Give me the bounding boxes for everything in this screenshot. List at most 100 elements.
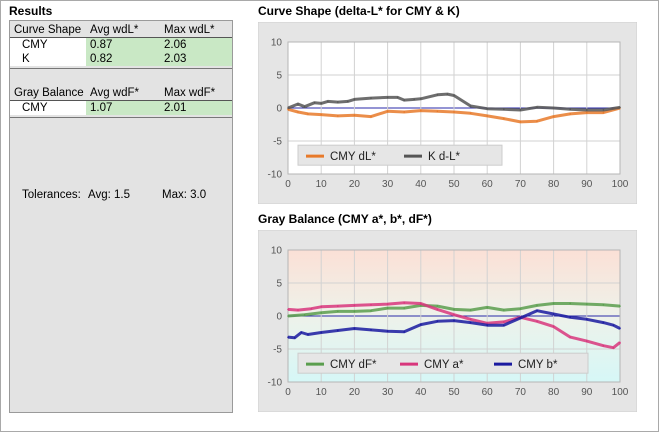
data-point bbox=[353, 310, 356, 313]
y-tick-label: 0 bbox=[276, 104, 282, 115]
header-curve-shape: Curve Shape bbox=[10, 23, 86, 38]
data-point bbox=[503, 108, 505, 111]
data-point bbox=[403, 331, 405, 333]
data-point bbox=[519, 317, 522, 319]
x-tick-label: 50 bbox=[448, 179, 460, 190]
legend-label: CMY dF* bbox=[330, 359, 377, 371]
data-point bbox=[503, 321, 505, 323]
data-point bbox=[619, 106, 621, 109]
data-point bbox=[469, 321, 472, 324]
x-tick-label: 90 bbox=[581, 179, 593, 190]
legend-label: CMY b* bbox=[518, 359, 558, 371]
data-point bbox=[370, 115, 372, 118]
tolerance-avg: Avg: 1.5 bbox=[88, 189, 130, 201]
data-point bbox=[602, 109, 605, 111]
row-label: CMY bbox=[10, 37, 86, 52]
x-tick-label: 60 bbox=[482, 179, 494, 190]
x-tick-label: 70 bbox=[515, 179, 527, 190]
legend-box bbox=[297, 144, 503, 166]
data-point bbox=[420, 109, 422, 112]
x-tick-label: 10 bbox=[316, 179, 328, 190]
data-point bbox=[503, 324, 505, 327]
data-point bbox=[386, 307, 389, 309]
data-point bbox=[320, 102, 322, 105]
table-header-row: Gray Balance Avg wdF* Max wdF* bbox=[10, 86, 232, 101]
data-point bbox=[300, 331, 303, 334]
data-point bbox=[602, 303, 605, 306]
avg-value: 0.82 bbox=[86, 52, 160, 66]
data-point bbox=[453, 94, 455, 97]
data-point bbox=[297, 309, 299, 311]
data-point bbox=[519, 109, 522, 111]
data-point bbox=[536, 320, 538, 323]
x-tick-label: 40 bbox=[415, 179, 427, 190]
data-point bbox=[303, 105, 306, 108]
chart-legend: CMY dL* K d-L* bbox=[297, 144, 503, 166]
legend-label: CMY dL* bbox=[330, 151, 376, 163]
data-point bbox=[310, 307, 313, 310]
curve-shape-chart: 10 5 0 -5 -10 0 10 20 30 40 50 60 70 80 90 100 CMY dL* K … bbox=[258, 22, 637, 204]
data-point bbox=[436, 320, 439, 323]
data-point bbox=[337, 115, 339, 117]
data-point bbox=[586, 303, 588, 305]
header-max-wdl: Max wdL* bbox=[160, 23, 232, 38]
table-row: K 0.82 2.03 bbox=[10, 52, 232, 66]
data-point bbox=[453, 319, 455, 322]
data-point bbox=[353, 327, 356, 330]
data-point bbox=[403, 307, 405, 309]
series-line bbox=[287, 106, 621, 124]
section-divider bbox=[10, 117, 232, 118]
y-tick-label: 10 bbox=[271, 246, 283, 257]
avg-value: 0.87 bbox=[86, 37, 160, 52]
y-tick-label: 0 bbox=[276, 312, 282, 323]
data-point bbox=[602, 111, 605, 114]
data-point bbox=[469, 105, 472, 107]
x-tick-label: 30 bbox=[382, 179, 394, 190]
data-point bbox=[337, 329, 339, 332]
data-point bbox=[353, 304, 356, 307]
data-point bbox=[503, 117, 505, 120]
y-tick-label: -10 bbox=[268, 378, 283, 389]
data-point bbox=[612, 346, 615, 349]
data-point bbox=[453, 313, 455, 316]
y-tick-label: 5 bbox=[276, 71, 282, 82]
data-point bbox=[586, 318, 588, 321]
data-point bbox=[327, 100, 329, 103]
data-point bbox=[503, 309, 505, 311]
data-point bbox=[536, 304, 538, 307]
data-point bbox=[320, 311, 322, 314]
y-tick-label: 5 bbox=[276, 279, 282, 290]
header-avg-wdf: Avg wdF* bbox=[86, 86, 160, 101]
data-point bbox=[569, 108, 571, 111]
data-point bbox=[486, 306, 488, 309]
data-point bbox=[486, 324, 488, 327]
data-point bbox=[420, 97, 422, 100]
data-point bbox=[420, 302, 422, 305]
table-row: CMY 0.87 2.06 bbox=[10, 37, 232, 52]
data-point bbox=[386, 303, 389, 305]
series-line bbox=[287, 92, 621, 112]
data-point bbox=[353, 114, 356, 117]
data-point bbox=[320, 113, 322, 116]
data-point bbox=[297, 103, 299, 105]
data-point bbox=[569, 113, 571, 115]
max-value: 2.06 bbox=[160, 37, 232, 52]
data-point bbox=[586, 111, 588, 114]
data-point bbox=[370, 309, 372, 312]
x-tick-label: 50 bbox=[448, 387, 460, 398]
data-point bbox=[297, 111, 299, 113]
data-point bbox=[486, 107, 488, 110]
series-line bbox=[287, 309, 621, 340]
data-point bbox=[602, 321, 605, 324]
tolerance-max: Max: 3.0 bbox=[162, 189, 207, 201]
curve-shape-table: Curve Shape Avg wdL* Max wdL* CMY 0.87 2… bbox=[10, 23, 232, 66]
x-tick-label: 90 bbox=[581, 387, 593, 398]
data-point bbox=[287, 308, 289, 311]
header-max-wdf: Max wdF* bbox=[160, 86, 232, 101]
data-point bbox=[337, 305, 339, 307]
data-point bbox=[293, 336, 296, 339]
x-tick-label: 40 bbox=[415, 387, 427, 398]
data-point bbox=[403, 111, 405, 113]
gray-balance-chart-title: Gray Balance (CMY a*, b*, dF*) bbox=[258, 212, 432, 226]
